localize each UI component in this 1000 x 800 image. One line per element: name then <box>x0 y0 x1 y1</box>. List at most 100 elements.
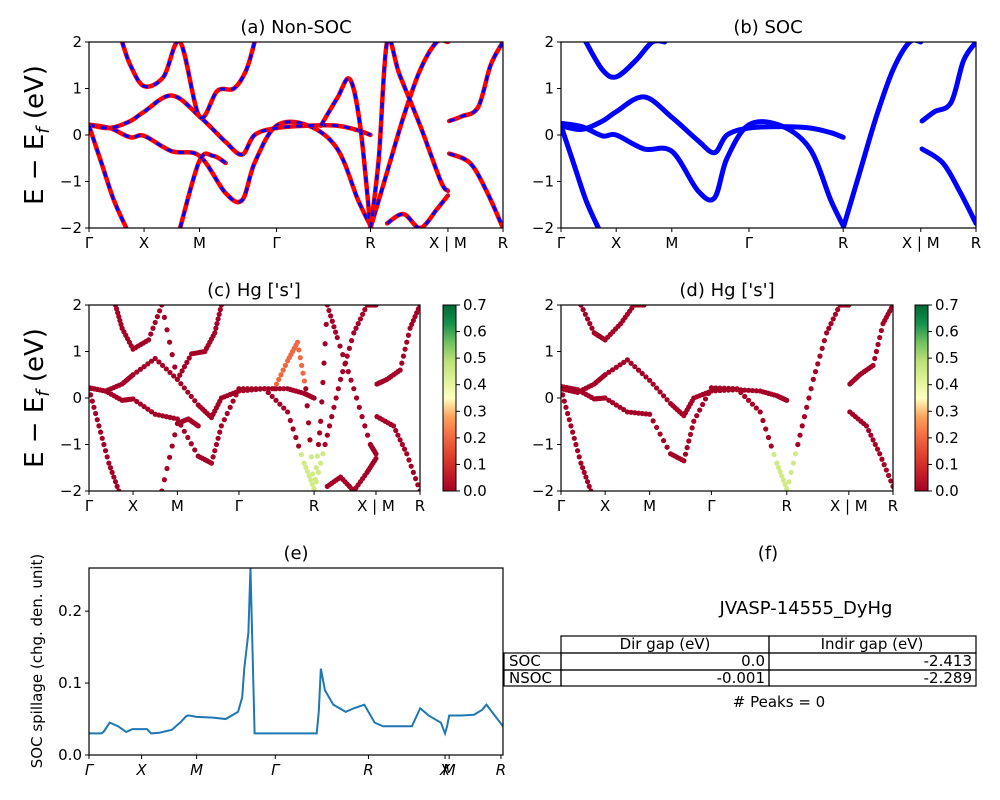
band-point <box>240 388 246 394</box>
nsoc-band-overlay <box>120 42 257 120</box>
band-point <box>159 305 165 308</box>
band-point <box>664 397 670 403</box>
band-point <box>660 393 667 399</box>
band-point <box>300 370 306 376</box>
colorbar-tick-label: 0.3 <box>463 402 487 420</box>
band-point <box>301 460 307 466</box>
band-point <box>102 448 109 454</box>
band-point <box>694 413 700 419</box>
band-point <box>717 387 723 394</box>
band-point <box>708 388 714 394</box>
band-point <box>566 417 572 423</box>
band-point <box>799 423 805 429</box>
band-point <box>779 473 785 479</box>
band-point <box>97 429 104 435</box>
band-point <box>397 437 403 443</box>
nsoc-band-overlay <box>319 76 373 228</box>
band-point <box>215 316 221 322</box>
band-point <box>308 477 314 483</box>
band-point <box>99 435 105 441</box>
band-point <box>565 410 571 417</box>
band-point <box>797 432 803 438</box>
band-point <box>760 417 766 424</box>
band-point <box>342 360 349 366</box>
y-tick-label: −1 <box>532 173 554 191</box>
band-point <box>687 431 694 438</box>
band-lines <box>561 42 976 228</box>
band-point <box>313 465 319 471</box>
y-tick-label: 0 <box>72 389 82 407</box>
band-point <box>804 404 810 410</box>
band-point <box>304 403 310 409</box>
x-tick-label: Γ <box>271 761 281 779</box>
band-point <box>261 386 268 392</box>
band-point <box>351 330 357 336</box>
plot-frame <box>88 41 504 229</box>
band-point <box>297 355 303 361</box>
band-point <box>177 372 183 378</box>
plot-frame <box>88 304 421 492</box>
band-point <box>738 387 744 393</box>
band-point <box>745 397 752 403</box>
band-point <box>210 454 216 460</box>
nsoc-band-overlay <box>89 125 128 228</box>
band-point <box>587 321 593 327</box>
band-point <box>227 404 233 410</box>
band-point <box>775 464 782 470</box>
y-tick-label: 0.1 <box>58 674 82 692</box>
band-point <box>344 353 350 359</box>
band-point <box>890 305 893 308</box>
nsoc-band-overlay <box>386 194 450 228</box>
y-tick-label: −2 <box>60 219 82 237</box>
band-point <box>863 423 870 429</box>
x-tick-label: M <box>443 761 456 779</box>
band-point <box>684 445 690 451</box>
band-point <box>93 410 99 417</box>
colorbar-tick-label: 0.5 <box>463 349 487 367</box>
band-point <box>647 377 653 383</box>
band-point <box>689 425 695 431</box>
band-point <box>340 369 346 375</box>
x-tick-label: R <box>838 234 848 252</box>
band-point <box>265 389 271 396</box>
band-point <box>296 347 302 353</box>
colorbar-tick-label: 0.1 <box>935 455 959 473</box>
band-point <box>244 387 251 393</box>
colorbar-tick-label: 0.3 <box>935 402 959 420</box>
band-point <box>148 358 155 364</box>
soc-band <box>583 42 668 80</box>
band-point <box>573 441 579 448</box>
band-point <box>217 429 223 435</box>
nsoc-band <box>446 151 503 228</box>
panel-e: 0.00.10.2Γ X M Γ R XM R <box>58 567 506 779</box>
band-point <box>697 407 703 413</box>
band-point <box>192 447 198 453</box>
band-point <box>784 397 790 403</box>
x-tick-label: Γ <box>272 234 281 252</box>
band-point <box>359 414 365 420</box>
band-point <box>333 395 339 401</box>
y-tick-label: 0.0 <box>58 746 82 764</box>
band-point <box>285 409 291 415</box>
band-point <box>725 387 732 393</box>
band-point <box>373 455 379 462</box>
band-point <box>832 311 839 317</box>
band-point <box>281 386 287 392</box>
band-point <box>185 389 191 395</box>
x-tick-label: X <box>600 497 610 515</box>
band-point <box>181 428 187 434</box>
band-point <box>323 321 329 327</box>
band-point <box>654 424 660 431</box>
y-tick-label: −1 <box>532 436 554 454</box>
band-point <box>657 389 663 395</box>
band-point <box>613 402 619 408</box>
plot-frame <box>560 304 894 492</box>
band-point <box>337 343 343 349</box>
colorbar-tick-label: 0.2 <box>935 429 959 447</box>
projected-bands <box>561 305 893 491</box>
band-point <box>877 334 883 341</box>
band-point <box>790 460 797 466</box>
nsoc-band-overlay <box>178 152 227 228</box>
band-point <box>771 451 777 458</box>
